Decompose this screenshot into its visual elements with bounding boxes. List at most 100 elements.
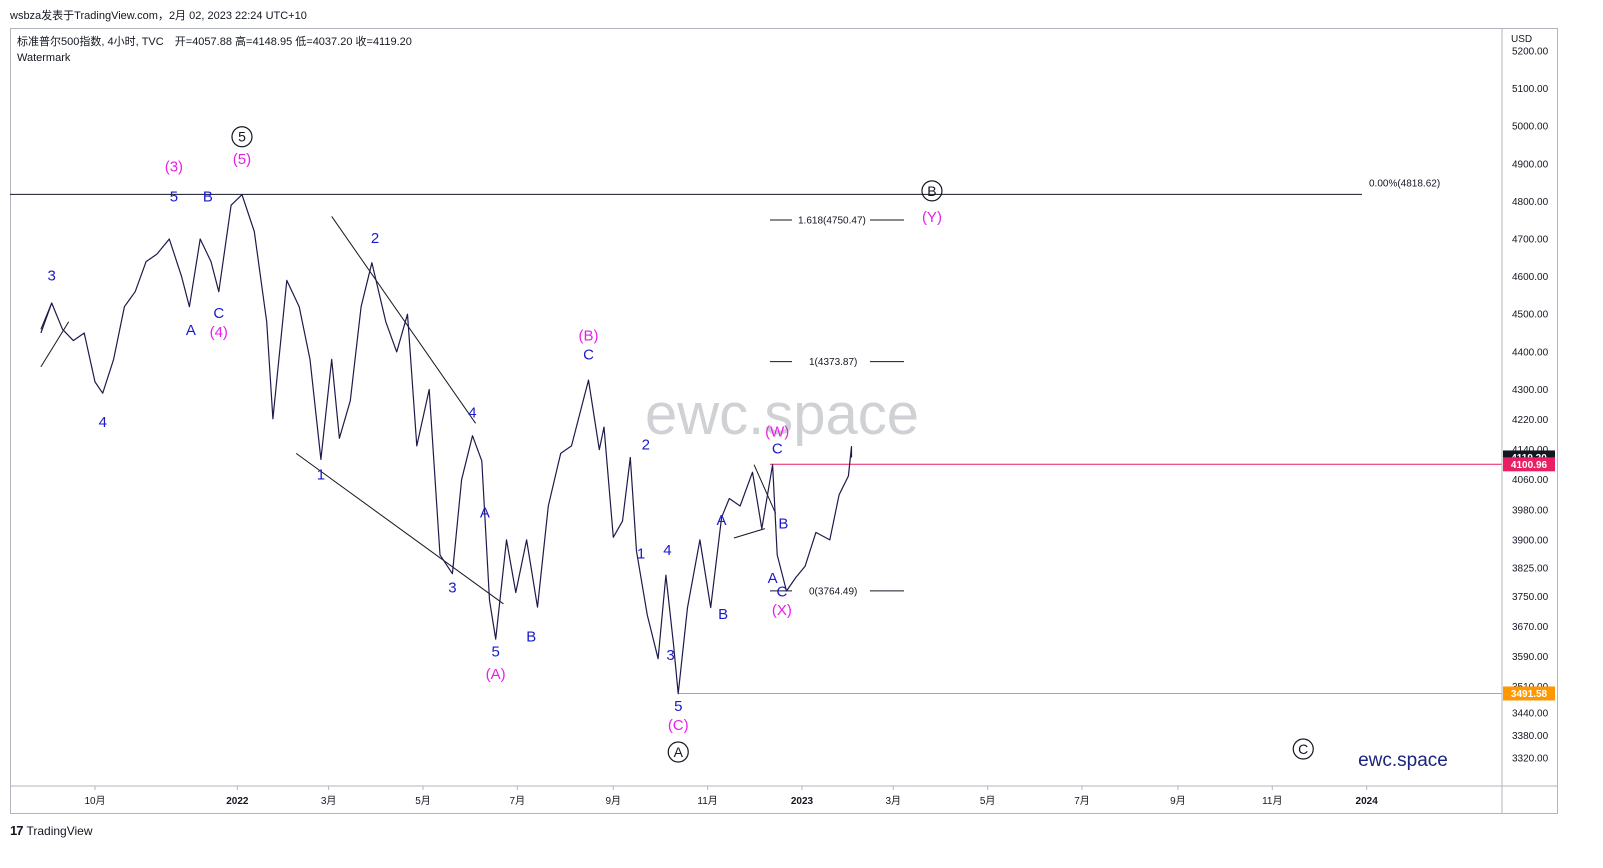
circled-wave-ring [667, 741, 689, 763]
currency-label: USD [1511, 34, 1532, 45]
brand-watermark: ewc.space [1358, 750, 1448, 771]
wave-label: (C) [668, 717, 689, 734]
tradingview-logo-icon: 17 [10, 823, 24, 838]
circled-wave-ring [1292, 738, 1314, 760]
y-tick-label: 4220.00 [1512, 415, 1549, 426]
wave-label: 2 [642, 437, 650, 454]
x-tick-label: 3月 [885, 795, 901, 807]
wave-label: (X) [772, 602, 792, 619]
footer-branding[interactable]: 17 TradingView [10, 823, 93, 838]
wave-label: B [718, 606, 728, 623]
x-tick-label: 5月 [980, 795, 996, 807]
price-layer [40, 194, 853, 695]
legend-open: 开=4057.88 [174, 36, 232, 48]
footer-brand-text: TradingView [26, 823, 93, 838]
fib-level-label: 0(3764.49) [809, 586, 857, 597]
chart-frame [10, 28, 1558, 814]
wave-label: 2 [371, 230, 379, 247]
wave-label: A [768, 570, 778, 587]
y-tick-label: 4500.00 [1512, 310, 1549, 321]
wave-label: A [717, 512, 727, 529]
wave-label: B [526, 628, 536, 645]
y-tick-label: 3670.00 [1512, 622, 1549, 633]
x-tick-label: 7月 [510, 795, 526, 807]
legend-high: 高=4148.95 [235, 36, 293, 48]
y-tick-label: 4800.00 [1512, 197, 1549, 208]
wave-label: C [213, 305, 224, 322]
fib-level-label: 1(4373.87) [809, 357, 857, 368]
channel-upper-line [331, 216, 476, 424]
wave-label: (Y) [922, 209, 942, 226]
y-tick-label: 5200.00 [1512, 47, 1549, 58]
triangle-line [753, 464, 777, 514]
low-price-tag-bg [1503, 686, 1555, 701]
y-tick-label: 3590.00 [1512, 652, 1549, 663]
wave-label: 5 [170, 188, 178, 205]
wave-label: B [203, 188, 213, 205]
wave-label: 4 [663, 542, 671, 559]
x-tick-label: 11月 [697, 795, 717, 807]
wave-label: (5) [233, 151, 251, 168]
legend-low: 低=4037.20 [295, 36, 353, 48]
wave-label: (A) [486, 666, 506, 683]
y-tick-label: 3750.00 [1512, 592, 1549, 603]
x-tick-label: 2023 [791, 796, 814, 807]
y-tick-label: 3320.00 [1512, 754, 1549, 765]
axes-layer: 5200.00 5100.00 5000.00 4900.00 4800.00 4700.… [10, 29, 1558, 813]
x-tick-label: 3月 [321, 795, 337, 807]
trendline [40, 321, 70, 368]
wave-label: (B) [579, 328, 599, 345]
wave-label: B [778, 516, 788, 533]
y-tick-label: 4600.00 [1512, 272, 1549, 283]
circled-wave-label: C [1298, 741, 1308, 757]
x-tick-label: 9月 [605, 795, 621, 807]
wave-label: 5 [674, 698, 682, 715]
y-tick-label: 4700.00 [1512, 235, 1549, 246]
wave-label: 3 [666, 647, 674, 664]
circled-wave-ring [921, 180, 943, 202]
wave-label: 3 [48, 267, 56, 284]
legend-ohlc-row: 标准普尔500指数, 4小时, TVC 开=4057.88 高=4148.95 … [17, 34, 412, 50]
wave-label: C [772, 440, 783, 457]
wave-label: 4 [99, 414, 107, 431]
y-tick-label: 4400.00 [1512, 347, 1549, 358]
wave-label: (4) [210, 324, 228, 341]
circled-wave-label: 5 [238, 129, 246, 145]
legend-watermark-label[interactable]: Watermark [17, 52, 71, 64]
wave-label: 1 [637, 546, 645, 563]
y-tick-label: 3825.00 [1512, 564, 1549, 575]
x-tick-label: 2022 [226, 796, 249, 807]
wave-label: C [583, 346, 594, 363]
legend-symbol[interactable]: 标准普尔500指数, 4小时, TVC [17, 36, 164, 48]
circled-wave-label: B [927, 183, 936, 199]
y-tick-label: 3380.00 [1512, 731, 1549, 742]
price-series-line [40, 194, 853, 695]
hline-price-tag: 4100.96 [1511, 460, 1548, 471]
hline-price-tag-bg [1503, 457, 1555, 472]
y-tick-label: 4060.00 [1512, 475, 1549, 486]
y-tick-label: 5100.00 [1512, 84, 1549, 95]
wave-label: 5 [492, 643, 500, 660]
y-tick-label: 4300.00 [1512, 385, 1549, 396]
x-tick-label: 10月 [84, 795, 105, 807]
y-tick-label: 3980.00 [1512, 505, 1549, 516]
wave-label: C [776, 583, 787, 600]
wave-label: A [480, 504, 490, 521]
circled-wave-ring [231, 126, 253, 148]
chart-legend: 标准普尔500指数, 4小时, TVC 开=4057.88 高=4148.95 … [17, 34, 412, 66]
low-price-tag: 3491.58 [1511, 689, 1548, 700]
x-tick-label: 7月 [1074, 795, 1090, 807]
wave-label: A [186, 322, 196, 339]
x-tick-label: 9月 [1170, 795, 1186, 807]
x-tick-label: 2024 [1356, 796, 1379, 807]
wave-label: 1 [317, 467, 325, 484]
triangle-line [733, 528, 766, 539]
x-tick-label: 11月 [1262, 795, 1282, 807]
y-tick-label: 5000.00 [1512, 122, 1549, 133]
y-tick-label: 3900.00 [1512, 535, 1549, 546]
top-line-label: 0.00%(4818.62) [1369, 178, 1440, 189]
wave-label: (3) [165, 158, 183, 175]
fib-level-label: 1.618(4750.47) [798, 216, 866, 227]
